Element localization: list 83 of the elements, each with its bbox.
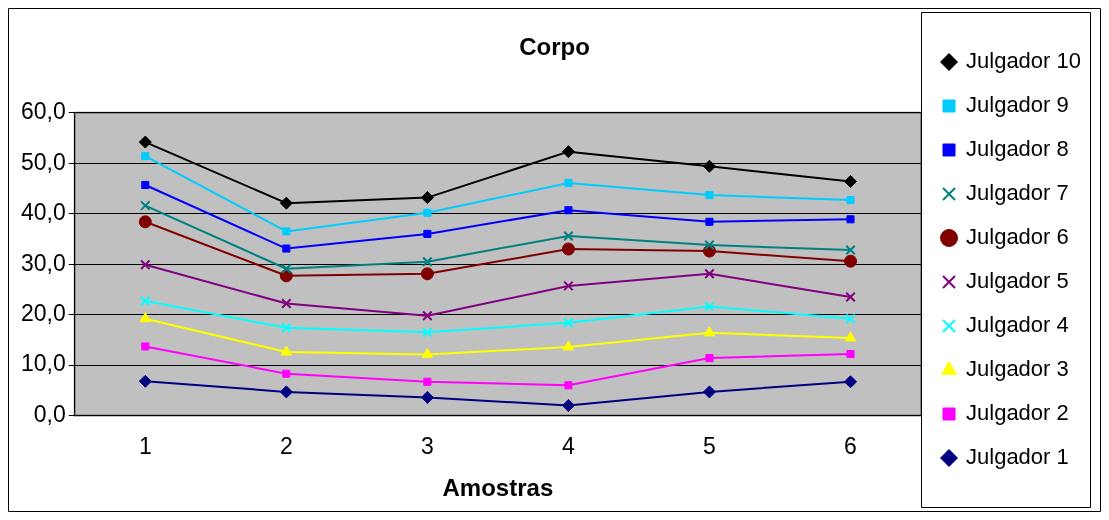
point xyxy=(563,317,574,328)
legend-label: Julgador 7 xyxy=(966,180,1069,206)
point xyxy=(282,244,291,253)
legend-label: Julgador 5 xyxy=(966,268,1069,294)
point xyxy=(279,385,293,399)
point xyxy=(844,375,858,389)
point xyxy=(705,217,714,226)
point xyxy=(561,145,575,159)
legend-label: Julgador 2 xyxy=(966,400,1069,426)
point xyxy=(561,399,575,413)
point xyxy=(280,345,293,356)
point xyxy=(563,280,574,292)
point xyxy=(844,331,857,342)
x-axis-title: Amostras xyxy=(442,474,554,502)
point xyxy=(422,310,433,321)
point xyxy=(140,200,151,211)
point xyxy=(139,312,151,323)
legend-label: Julgador 9 xyxy=(966,92,1069,118)
point xyxy=(845,291,856,303)
point xyxy=(846,215,855,224)
y-tick-label: 20,0 xyxy=(21,300,66,327)
x-tick-label: 4 xyxy=(562,432,576,459)
legend-label: Julgador 8 xyxy=(966,136,1069,162)
point xyxy=(138,135,152,149)
y-tick-label: 40,0 xyxy=(21,199,66,226)
point xyxy=(422,327,433,338)
point xyxy=(423,229,432,238)
y-tick-label: 30,0 xyxy=(21,249,66,276)
x-tick-label: 1 xyxy=(138,432,152,459)
point xyxy=(281,263,292,274)
point xyxy=(420,390,434,404)
y-tick-label: 10,0 xyxy=(21,350,66,377)
point xyxy=(421,348,434,359)
y-tick-label: 60,0 xyxy=(21,98,66,125)
x-tick-label: 5 xyxy=(703,432,716,459)
point xyxy=(845,244,856,256)
legend-label: Julgador 4 xyxy=(966,312,1069,338)
point xyxy=(564,178,573,187)
point xyxy=(281,298,292,309)
legend-label: Julgador 1 xyxy=(966,444,1069,470)
point xyxy=(141,152,150,161)
x-tick-label: 3 xyxy=(420,432,434,459)
y-tick-label: 0,0 xyxy=(33,400,66,427)
point xyxy=(140,295,151,307)
point xyxy=(282,369,291,378)
point xyxy=(704,268,715,280)
point xyxy=(138,215,152,229)
point xyxy=(703,326,716,337)
point xyxy=(141,180,150,189)
x-tick-label: 6 xyxy=(844,432,857,459)
point xyxy=(423,208,432,217)
point xyxy=(844,174,858,188)
point xyxy=(563,230,574,242)
point xyxy=(140,259,151,270)
point xyxy=(423,377,432,386)
y-tick-label: 50,0 xyxy=(21,148,66,175)
point xyxy=(704,301,715,312)
point xyxy=(845,313,856,324)
point xyxy=(562,340,575,351)
point xyxy=(420,191,434,205)
point xyxy=(420,267,434,281)
point xyxy=(564,381,573,390)
point xyxy=(422,256,433,267)
point xyxy=(704,239,715,251)
point xyxy=(705,191,714,200)
point xyxy=(846,196,855,205)
point xyxy=(844,254,858,268)
chart-title: Corpo xyxy=(519,33,590,61)
point xyxy=(702,385,716,399)
legend-label: Julgador 6 xyxy=(966,224,1069,250)
point xyxy=(702,159,716,173)
point xyxy=(846,350,855,359)
point xyxy=(281,322,292,334)
point xyxy=(138,374,152,388)
legend-label: Julgador 3 xyxy=(966,356,1069,382)
x-tick-label: 2 xyxy=(279,432,293,459)
point xyxy=(279,196,293,210)
point xyxy=(141,342,150,351)
legend-label: Julgador 10 xyxy=(966,48,1082,74)
point xyxy=(705,354,714,363)
point xyxy=(561,242,575,256)
point xyxy=(564,206,573,215)
point xyxy=(282,227,291,236)
